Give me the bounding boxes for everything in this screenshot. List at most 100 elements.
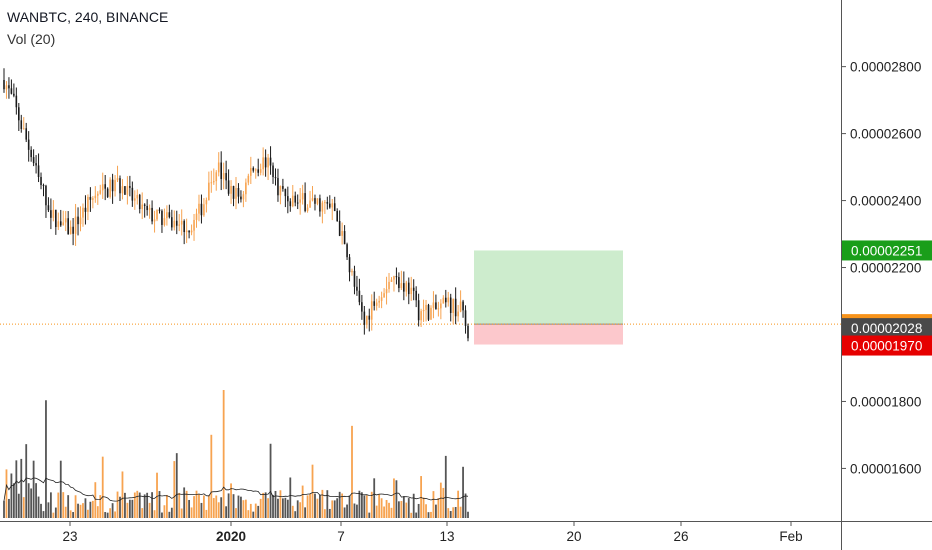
- candle-body: [235, 188, 237, 199]
- volume-bar: [321, 489, 324, 518]
- volume-bar: [215, 495, 218, 518]
- volume-bar: [121, 471, 124, 518]
- volume-bar: [397, 501, 400, 518]
- volume-bar: [430, 511, 432, 518]
- candle-body: [143, 204, 146, 206]
- volume-bar: [79, 504, 82, 518]
- volume-bar: [20, 458, 23, 518]
- volume-bar: [230, 483, 232, 518]
- volume-bar: [247, 510, 250, 518]
- candle-body: [126, 186, 129, 195]
- volume-bar: [346, 504, 348, 518]
- candle-body: [289, 201, 292, 207]
- candle-body: [250, 167, 252, 176]
- candle-body: [15, 95, 18, 108]
- volume-indicator-label[interactable]: Vol (20): [7, 31, 56, 47]
- volume-bar: [109, 508, 112, 518]
- candle-body: [346, 244, 348, 258]
- candle-body: [247, 175, 250, 183]
- volume-bar: [35, 483, 37, 518]
- volume-bar: [111, 503, 114, 518]
- volume-bar: [467, 511, 469, 518]
- candle-body: [366, 315, 368, 325]
- volume-bar: [301, 485, 304, 518]
- candle-body: [35, 163, 37, 166]
- candle-body: [388, 281, 390, 290]
- volume-bar: [173, 461, 176, 518]
- volume-bar: [328, 508, 331, 518]
- candle-body: [40, 176, 42, 186]
- candle-body: [331, 203, 334, 208]
- candle-body: [277, 178, 279, 196]
- volume-bar: [49, 492, 52, 518]
- volume-bar: [84, 498, 87, 518]
- volume-bar: [131, 499, 134, 518]
- volume-bar: [77, 503, 79, 518]
- volume-bar: [333, 500, 336, 518]
- volume-bar: [289, 477, 292, 518]
- candle-body: [264, 157, 267, 168]
- candle-body: [217, 162, 220, 173]
- volume-bar: [363, 495, 366, 518]
- price-tick-label: 0.00001800: [850, 394, 921, 409]
- volume-bar: [67, 495, 70, 518]
- candle-body: [440, 303, 442, 309]
- candle-body: [195, 213, 198, 220]
- volume-bar: [447, 508, 450, 518]
- volume-bar: [161, 512, 163, 518]
- candle-body: [338, 221, 341, 236]
- candle-body: [452, 298, 454, 314]
- candle-body: [185, 230, 188, 233]
- volume-bar: [37, 496, 40, 518]
- candle-body: [296, 202, 299, 204]
- candle-body: [203, 204, 205, 216]
- volume-bar: [331, 500, 334, 518]
- candle-body: [380, 297, 383, 301]
- volume-bar: [400, 500, 403, 518]
- candle-body: [395, 276, 398, 278]
- volume-bar: [188, 499, 191, 518]
- candle-body: [420, 311, 422, 321]
- volume-bar: [375, 505, 378, 518]
- volume-bar: [319, 495, 321, 518]
- candle-body: [393, 276, 395, 280]
- volume-bar: [146, 492, 149, 518]
- candle-body: [101, 184, 104, 191]
- candle-body: [356, 286, 358, 291]
- volume-bar: [348, 495, 351, 518]
- volume-bar: [244, 499, 247, 518]
- crosshair-price-tag: [842, 318, 932, 339]
- candle-body: [464, 310, 467, 326]
- volume-bar: [427, 512, 430, 518]
- candle-body: [3, 80, 5, 90]
- crosshair-price-tag-label: 0.00002028: [851, 321, 922, 336]
- candle-body: [373, 301, 376, 306]
- volume-bar: [222, 390, 225, 518]
- volume-bar: [464, 493, 467, 518]
- candle-body: [282, 186, 284, 189]
- candle-body: [363, 311, 366, 325]
- volume-bar: [3, 500, 5, 518]
- symbol-title[interactable]: WANBTC, 240, BINANCE: [7, 9, 169, 25]
- volume-bar: [311, 464, 314, 518]
- candle-body: [457, 311, 459, 317]
- candle-body: [378, 300, 380, 303]
- volume-bar: [232, 494, 235, 518]
- candle-body: [274, 177, 277, 179]
- volume-bar: [353, 503, 356, 518]
- volume-bar: [390, 507, 393, 518]
- volume-bar: [52, 512, 55, 518]
- volume-bar: [249, 503, 252, 518]
- candle-body: [10, 88, 13, 94]
- candle-body: [104, 184, 106, 189]
- volume-bar: [360, 492, 363, 518]
- candle-body: [314, 198, 316, 204]
- volume-bar: [96, 506, 99, 518]
- candle-body: [358, 290, 361, 303]
- volume-bar: [190, 507, 193, 518]
- volume-bar: [437, 498, 440, 518]
- candle-body: [220, 162, 222, 179]
- volume-bar: [459, 506, 462, 518]
- candle-body: [348, 257, 351, 273]
